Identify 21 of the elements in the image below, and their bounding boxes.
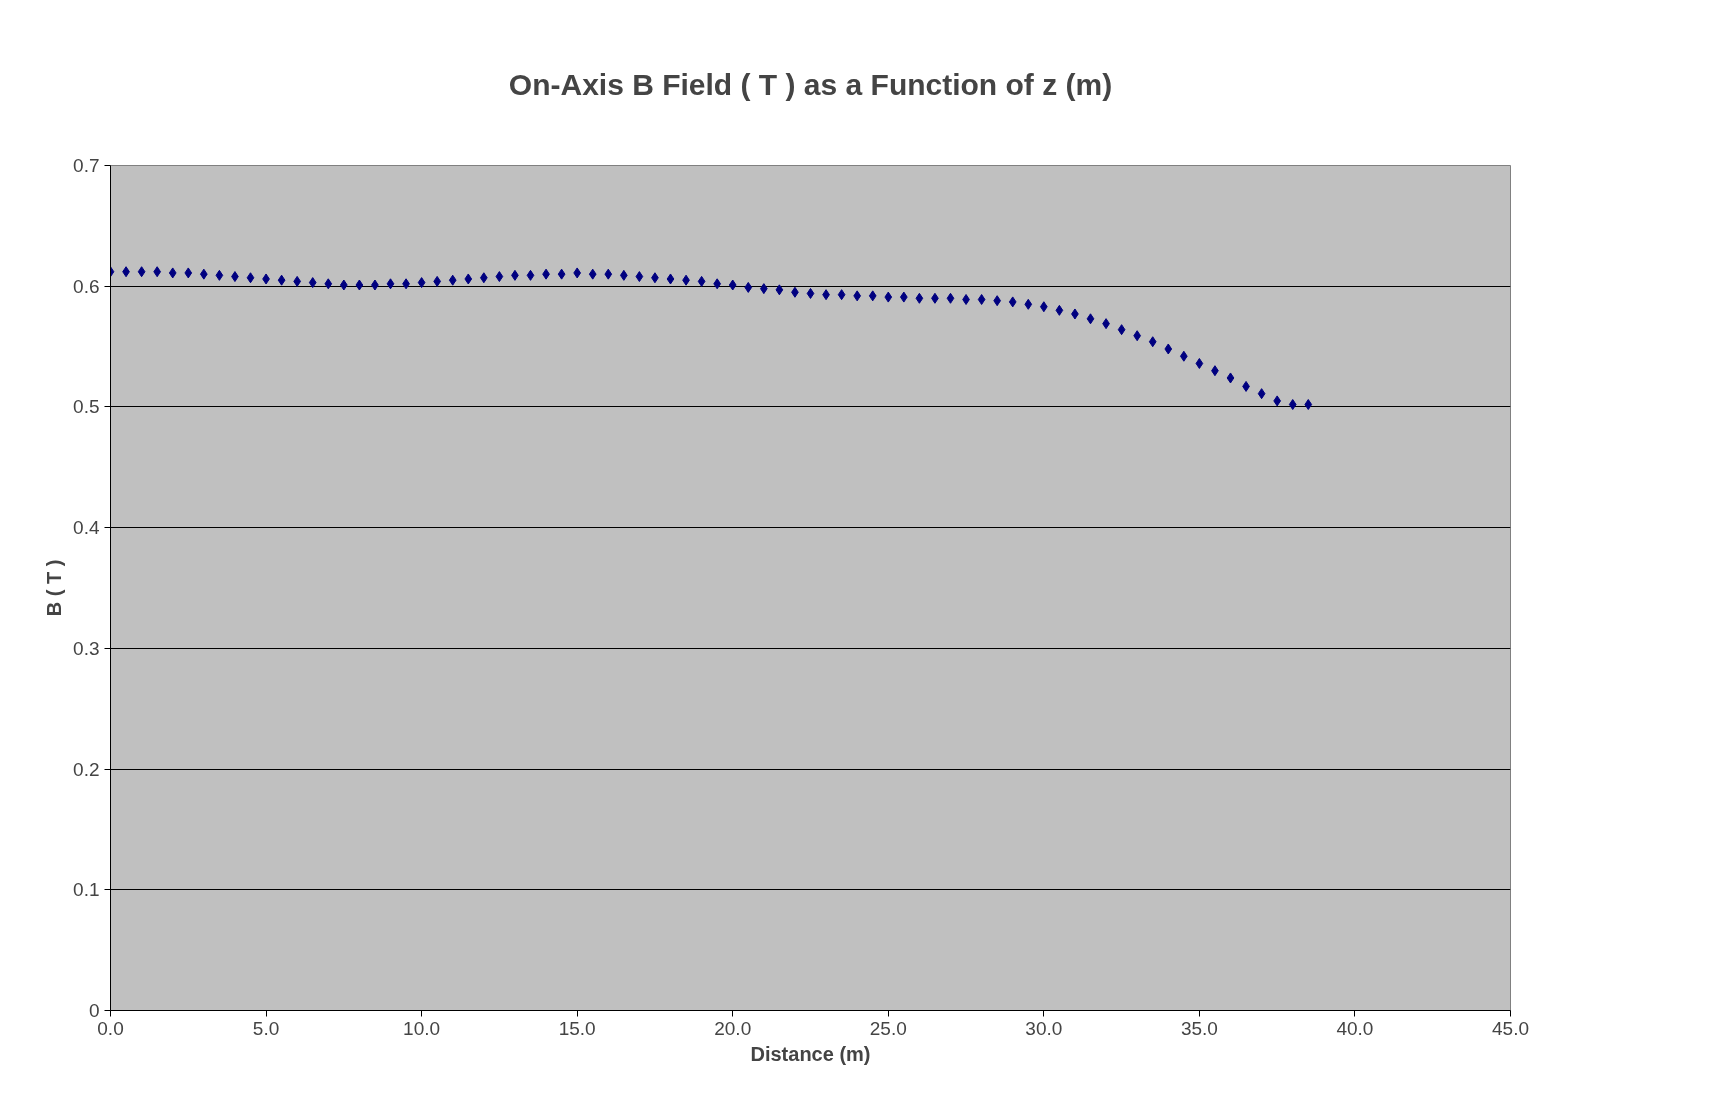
y-tick-label: 0.3 [73,637,100,659]
x-tick-label: 35.0 [1180,1017,1218,1039]
x-tick-label: 0.0 [97,1017,124,1039]
y-tick-label: 0.2 [73,758,100,780]
x-tick-label: 10.0 [403,1017,441,1039]
y-tick-label: 0.4 [73,517,100,539]
x-tick-label: 20.0 [714,1017,752,1039]
x-tick-label: 40.0 [1336,1017,1374,1039]
y-tick-label: 0.1 [73,879,100,901]
y-tick-label: 0.6 [73,275,100,297]
y-tick-label: 0.7 [73,155,100,176]
x-axis-title: Distance (m) [750,1042,871,1065]
x-tick-label: 30.0 [1025,1017,1063,1039]
x-tick-label: 25.0 [869,1017,907,1039]
chart-title: On-Axis B Field ( T ) as a Function of z (m) [508,67,1113,101]
x-tick-label: 15.0 [558,1017,596,1039]
y-tick-label: 0 [88,1000,100,1021]
x-tick-label: 45.0 [1492,1017,1529,1039]
y-tick-label: 0.5 [73,396,100,418]
y-axis-title: B ( T ) [43,559,66,617]
x-tick-label: 5.0 [252,1017,280,1039]
